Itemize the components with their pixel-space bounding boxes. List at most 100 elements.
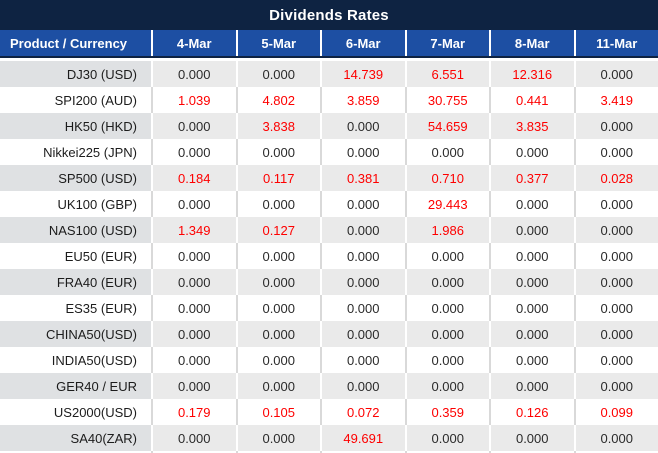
product-cell: EU50 (EUR) xyxy=(64,248,137,264)
value-cell: 0.000 xyxy=(320,347,405,373)
table-row: GER40 / EUR 0.000 0.000 0.000 0.000 0.000 0.00… xyxy=(0,373,658,399)
table-row: HK50 (HKD) 0.000 3.838 0.000 54.659 3.835 0.00… xyxy=(0,113,658,139)
value-cell: 0.000 xyxy=(404,139,490,165)
value-cell: 0.381 xyxy=(320,165,405,191)
value-cell: 0.105 xyxy=(235,399,321,425)
value-cell: 0.000 xyxy=(404,269,489,295)
product-cell: DJ30 (USD) xyxy=(0,61,151,87)
value-cell: 0.000 xyxy=(573,269,658,295)
value-cell: 0.000 xyxy=(320,321,405,347)
product-cell: SA40(ZAR) xyxy=(0,425,151,451)
table-row: ES35 (EUR) 0.000 0.000 0.000 0.000 0.000 0.000 xyxy=(0,295,658,321)
value-cell: 3.835 xyxy=(489,113,574,139)
date-column-header: 4-Mar xyxy=(151,30,236,56)
table-row: Nikkei225 (JPN) 0.000 0.000 0.000 0.000 0.000… xyxy=(0,139,658,165)
value-cell: 0.000 xyxy=(404,347,490,373)
value-cell: 0.000 xyxy=(151,373,236,399)
value-cell: 1.349 xyxy=(151,217,236,243)
value-cell: 0.000 xyxy=(404,295,490,321)
product-cell: US2000(USD) xyxy=(53,404,137,420)
value-cell: 0.000 xyxy=(489,217,574,243)
value-cell: 0.000 xyxy=(573,425,658,451)
value-cell: 0.000 xyxy=(573,113,658,139)
value-cell: 0.000 xyxy=(235,269,320,295)
value-cell: 29.443 xyxy=(404,191,490,217)
value-cell: 0.000 xyxy=(573,321,658,347)
value-cell: 0.000 xyxy=(573,243,658,269)
title-bar: Dividends Rates xyxy=(0,0,658,30)
date-column-header: 8-Mar xyxy=(489,30,574,56)
product-cell: HK50 (HKD) xyxy=(0,113,151,139)
value-cell: 0.099 xyxy=(573,399,658,425)
value-cell: 0.000 xyxy=(573,373,658,399)
value-cell: 0.000 xyxy=(151,243,236,269)
value-cell: 0.000 xyxy=(404,321,489,347)
product-cell: SPI200 (AUD) xyxy=(54,92,137,108)
table-row: NAS100 (USD) 1.349 0.127 0.000 1.986 0.000 0.0… xyxy=(0,217,658,243)
value-cell: 0.000 xyxy=(235,139,321,165)
value-cell: 0.000 xyxy=(235,425,320,451)
table-row: DJ30 (USD) 0.000 0.000 14.739 6.551 12.316 0.0… xyxy=(0,61,658,87)
value-cell: 0.000 xyxy=(573,139,658,165)
table-row: SA40(ZAR) 0.000 0.000 49.691 0.000 0.000 0.000 xyxy=(0,425,658,451)
value-cell: 0.000 xyxy=(235,321,320,347)
value-cell: 0.000 xyxy=(235,295,321,321)
value-cell: 0.000 xyxy=(151,61,236,87)
value-cell: 0.000 xyxy=(320,139,405,165)
product-cell: Nikkei225 (JPN) xyxy=(43,144,137,160)
value-cell: 0.000 xyxy=(573,217,658,243)
value-cell: 0.000 xyxy=(489,139,574,165)
value-cell: 0.000 xyxy=(320,243,405,269)
value-cell: 0.000 xyxy=(489,191,574,217)
table-row: SPI200 (AUD) 1.039 4.802 3.859 30.755 0.441 3.… xyxy=(0,87,658,113)
page-title: Dividends Rates xyxy=(269,6,389,24)
table-row: CHINA50(USD) 0.000 0.000 0.000 0.000 0.000 0.0… xyxy=(0,321,658,347)
product-cell: INDIA50(USD) xyxy=(51,352,137,368)
table-row: SP500 (USD) 0.184 0.117 0.381 0.710 0.377 0.02… xyxy=(0,165,658,191)
value-cell: 0.000 xyxy=(404,243,490,269)
value-cell: 12.316 xyxy=(489,61,574,87)
value-cell: 0.000 xyxy=(573,191,658,217)
date-column-header: 5-Mar xyxy=(235,30,321,56)
table-header-row: Product / Currency 4-Mar 5-Mar 6-Mar 7-Mar 8… xyxy=(0,30,658,58)
value-cell: 3.859 xyxy=(320,87,405,113)
product-cell: CHINA50(USD) xyxy=(0,321,151,347)
product-cell: SP500 (USD) xyxy=(0,165,151,191)
value-cell: 0.000 xyxy=(573,61,658,87)
product-cell: UK100 (GBP) xyxy=(57,196,137,212)
value-cell: 0.000 xyxy=(320,373,405,399)
header-divider xyxy=(0,58,658,61)
table-row: EU50 (EUR) 0.000 0.000 0.000 0.000 0.000 0.000 xyxy=(0,243,658,269)
value-cell: 0.184 xyxy=(151,165,236,191)
value-cell: 0.000 xyxy=(573,295,658,321)
value-cell: 0.000 xyxy=(235,61,320,87)
value-cell: 0.377 xyxy=(489,165,574,191)
table-row: UK100 (GBP) 0.000 0.000 0.000 29.443 0.000 0.0… xyxy=(0,191,658,217)
date-column-header: 7-Mar xyxy=(404,30,490,56)
value-cell: 0.028 xyxy=(573,165,658,191)
value-cell: 0.000 xyxy=(489,295,574,321)
value-cell: 1.986 xyxy=(404,217,489,243)
value-cell: 1.039 xyxy=(151,87,236,113)
value-cell: 0.000 xyxy=(151,321,236,347)
value-cell: 0.000 xyxy=(151,113,236,139)
value-cell: 0.000 xyxy=(404,425,489,451)
value-cell: 0.441 xyxy=(489,87,574,113)
date-column-header: 6-Mar xyxy=(320,30,405,56)
product-cell: NAS100 (USD) xyxy=(0,217,151,243)
product-currency-column-header: Product / Currency xyxy=(10,35,128,51)
value-cell: 0.000 xyxy=(235,243,321,269)
table-row: FRA40 (EUR) 0.000 0.000 0.000 0.000 0.000 0.00… xyxy=(0,269,658,295)
product-cell: FRA40 (EUR) xyxy=(0,269,151,295)
value-cell: 0.000 xyxy=(151,295,236,321)
value-cell: 14.739 xyxy=(320,61,405,87)
value-cell: 0.000 xyxy=(489,425,574,451)
value-cell: 0.000 xyxy=(320,191,405,217)
table-row: INDIA50(USD) 0.000 0.000 0.000 0.000 0.000 0.0… xyxy=(0,347,658,373)
value-cell: 4.802 xyxy=(235,87,321,113)
value-cell: 0.000 xyxy=(151,425,236,451)
value-cell: 0.000 xyxy=(235,347,321,373)
date-column-header: 11-Mar xyxy=(573,30,658,56)
value-cell: 0.179 xyxy=(151,399,236,425)
